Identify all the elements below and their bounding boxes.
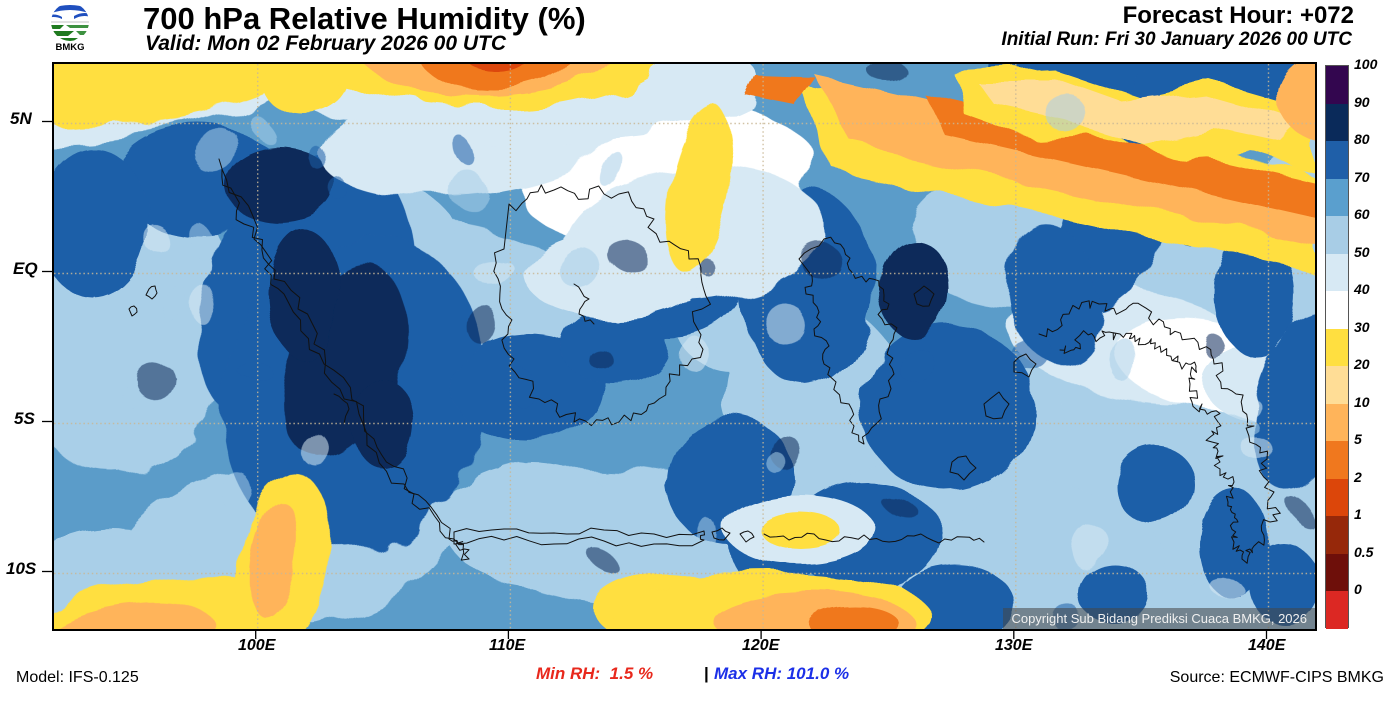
svg-text:BMKG: BMKG bbox=[55, 42, 84, 52]
